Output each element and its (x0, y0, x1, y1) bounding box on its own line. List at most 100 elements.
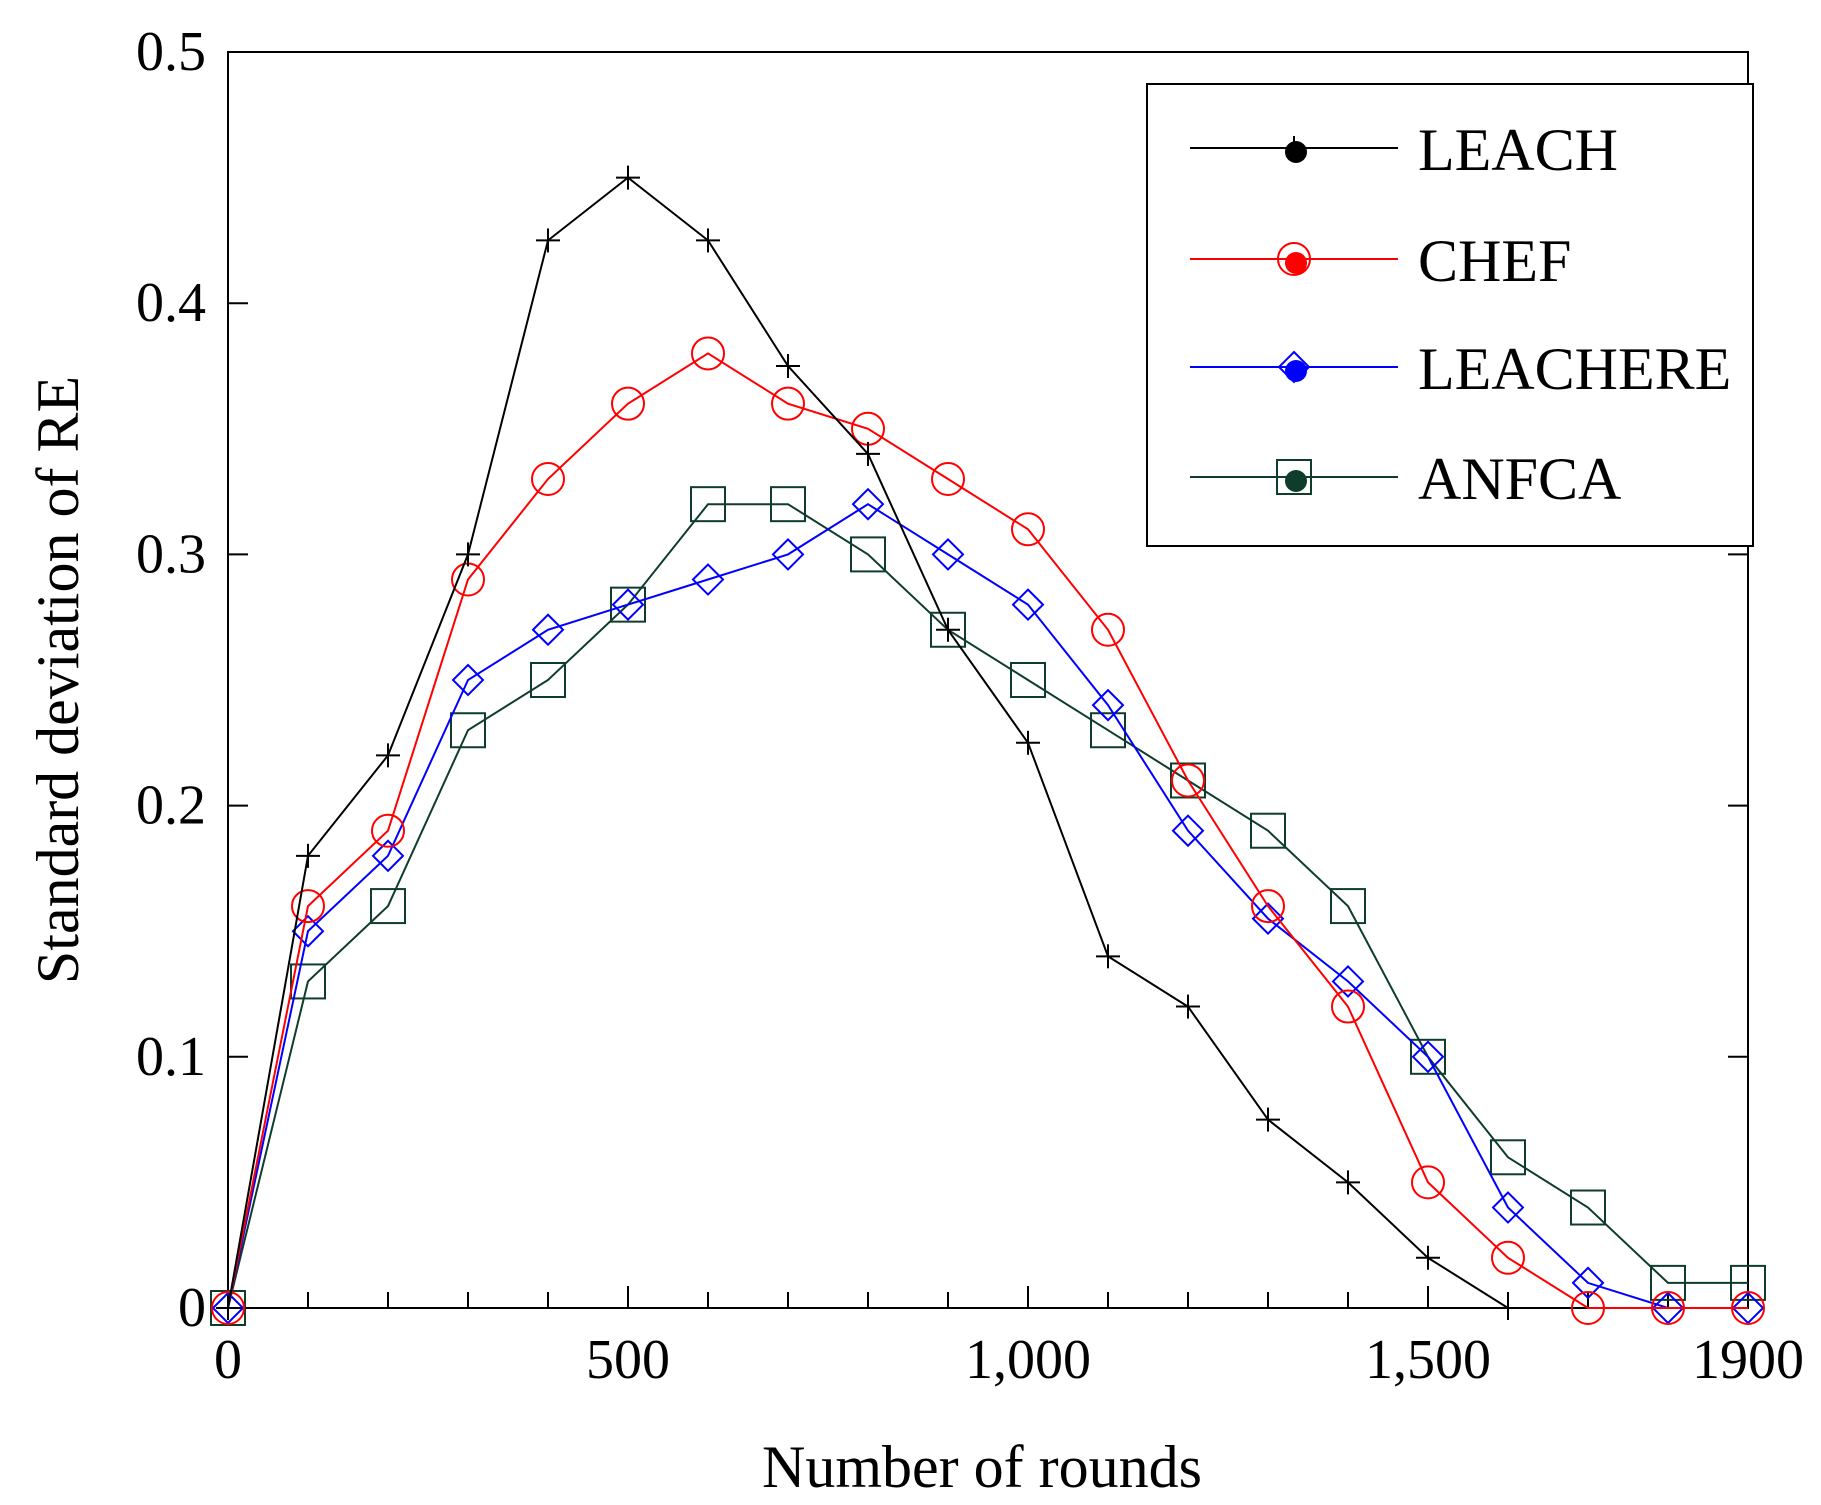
data-point-square (1490, 1139, 1526, 1176)
data-point-plus (616, 165, 640, 190)
legend-item: LEACH (1190, 117, 1618, 183)
x-tick-label: 1,000 (965, 1329, 1091, 1391)
legend-label: ANFCA (1418, 446, 1621, 512)
data-point-plus (1176, 994, 1200, 1019)
data-point-plus (536, 228, 560, 253)
data-point-plus (296, 843, 320, 868)
data-point-diamond (1091, 688, 1125, 722)
data-point-diamond (1277, 350, 1311, 384)
x-tick-label: 0 (214, 1329, 242, 1391)
data-point-plus (1256, 1107, 1280, 1132)
data-point-diamond (1571, 1266, 1605, 1300)
data-point-square (1650, 1264, 1686, 1301)
x-tick-label: 500 (586, 1329, 670, 1391)
data-point-square (770, 486, 806, 523)
data-point-circle (291, 889, 325, 924)
data-point-plus (456, 542, 480, 567)
data-point-circle (211, 1291, 245, 1325)
data-point-circle (1331, 989, 1365, 1024)
series-line (227, 503, 1748, 1309)
legend-box (1146, 83, 1754, 547)
y-tick-labels: 0 0.1 0.2 0.3 0.4 0.5 (136, 21, 206, 1339)
data-point-diamond (1411, 1040, 1445, 1074)
data-point-circle (1731, 1291, 1765, 1325)
data-point-circle (691, 336, 725, 371)
data-point-circle (1571, 1291, 1605, 1325)
data-point-diamond (1491, 1191, 1525, 1224)
data-point-diamond (451, 663, 485, 697)
legend-label: LEACHERE (1418, 336, 1731, 402)
series-line (227, 352, 1748, 1309)
data-point-square (1250, 812, 1286, 849)
x-tick-label: 1900 (1692, 1329, 1804, 1391)
data-point-square (1010, 662, 1046, 698)
legend-dot (1285, 252, 1307, 274)
data-point-square (1330, 888, 1366, 925)
series-leachere (211, 487, 1765, 1325)
data-point-square (450, 712, 486, 749)
y-tick-label: 0.3 (136, 523, 206, 585)
data-point-square (1410, 1038, 1446, 1075)
data-point-circle (931, 462, 965, 497)
legend-label: CHEF (1418, 228, 1571, 294)
data-point-diamond (1011, 588, 1045, 622)
data-point-diamond (1331, 965, 1365, 998)
data-point-plus (776, 354, 800, 378)
data-point-square (930, 611, 966, 648)
x-tick-label: 1,500 (1365, 1329, 1491, 1391)
legend-label: LEACH (1418, 117, 1618, 183)
legend-dot (1285, 470, 1307, 492)
data-point-circle (1091, 612, 1125, 647)
legend-item: LEACHERE (1190, 336, 1731, 402)
legend-item: CHEF (1190, 228, 1571, 294)
legend-dot (1285, 360, 1307, 382)
series-layer (210, 165, 1766, 1326)
data-point-diamond (371, 839, 405, 873)
data-point-square (290, 963, 326, 1000)
data-point-diamond (771, 537, 805, 571)
y-axis-title: Standard deviation of RE (25, 376, 91, 984)
data-point-plus (1096, 944, 1120, 969)
data-point-square (1730, 1264, 1766, 1301)
data-point-diamond (291, 914, 325, 948)
data-point-diamond (851, 487, 885, 521)
data-point-circle (771, 386, 805, 421)
data-point-plus (1416, 1245, 1440, 1270)
data-point-circle (1651, 1291, 1685, 1325)
data-point-plus (1016, 730, 1040, 755)
data-point-circle (611, 386, 645, 421)
data-point-circle (1277, 242, 1311, 276)
data-point-plus (1336, 1170, 1360, 1195)
legend: LEACH CHEF LEACHERE ANFCA (1146, 83, 1754, 547)
data-point-circle (531, 462, 565, 497)
data-point-circle (1411, 1165, 1445, 1200)
data-point-plus (376, 743, 400, 768)
y-tick-label: 0.5 (136, 21, 206, 83)
legend-item: ANFCA (1190, 446, 1621, 512)
data-point-square (850, 536, 886, 573)
y-tick-label: 0.1 (136, 1026, 206, 1088)
data-point-diamond (1251, 902, 1285, 936)
data-point-square (690, 486, 726, 523)
data-point-circle (1251, 889, 1285, 924)
legend-dot (1285, 141, 1307, 163)
data-point-circle (371, 813, 405, 848)
data-point-diamond (931, 537, 965, 571)
y-tick-label: 0.4 (136, 272, 206, 334)
data-point-diamond (531, 613, 565, 647)
series-leach (216, 165, 1520, 1320)
plot-frame (227, 51, 1749, 1309)
series-line (227, 503, 1748, 1309)
data-point-diamond (611, 588, 645, 622)
x-tick-labels: 0 500 1,000 1,500 1900 (214, 1329, 1804, 1391)
data-point-plus (1496, 1296, 1520, 1320)
data-point-square (370, 888, 406, 925)
y-tick-label: 0.2 (136, 775, 206, 837)
data-point-circle (1171, 763, 1205, 798)
data-point-square (610, 586, 646, 623)
data-point-square (530, 662, 566, 698)
data-point-square (1570, 1189, 1606, 1226)
data-point-plus (696, 228, 720, 253)
data-point-square (1276, 459, 1312, 495)
